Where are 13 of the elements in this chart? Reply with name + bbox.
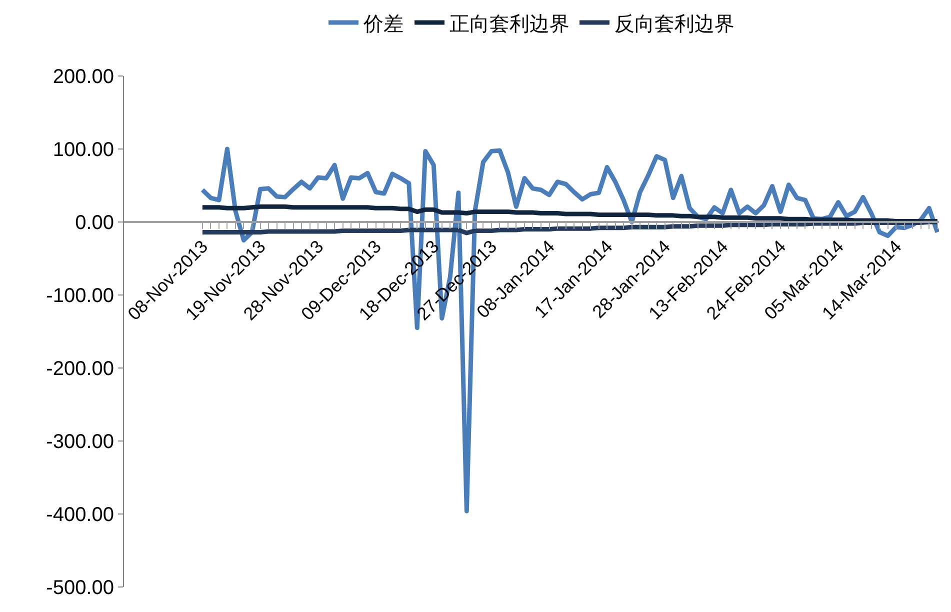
y-tick-label: 200.00 bbox=[52, 66, 114, 88]
legend-label: 价差 bbox=[362, 13, 404, 36]
y-tick-label: 0.00 bbox=[75, 212, 114, 234]
y-tick-label: -500.00 bbox=[46, 577, 114, 599]
y-tick-label: -300.00 bbox=[46, 431, 114, 453]
legend-label: 正向套利边界 bbox=[450, 13, 570, 36]
y-tick-label: -100.00 bbox=[46, 285, 114, 307]
line-series bbox=[200, 220, 939, 236]
line-series bbox=[200, 204, 939, 224]
legend-label: 反向套利边界 bbox=[614, 13, 734, 36]
y-tick-label: 100.00 bbox=[52, 139, 114, 161]
y-tick-label: -200.00 bbox=[46, 358, 114, 380]
y-tick-label: -400.00 bbox=[46, 504, 114, 526]
